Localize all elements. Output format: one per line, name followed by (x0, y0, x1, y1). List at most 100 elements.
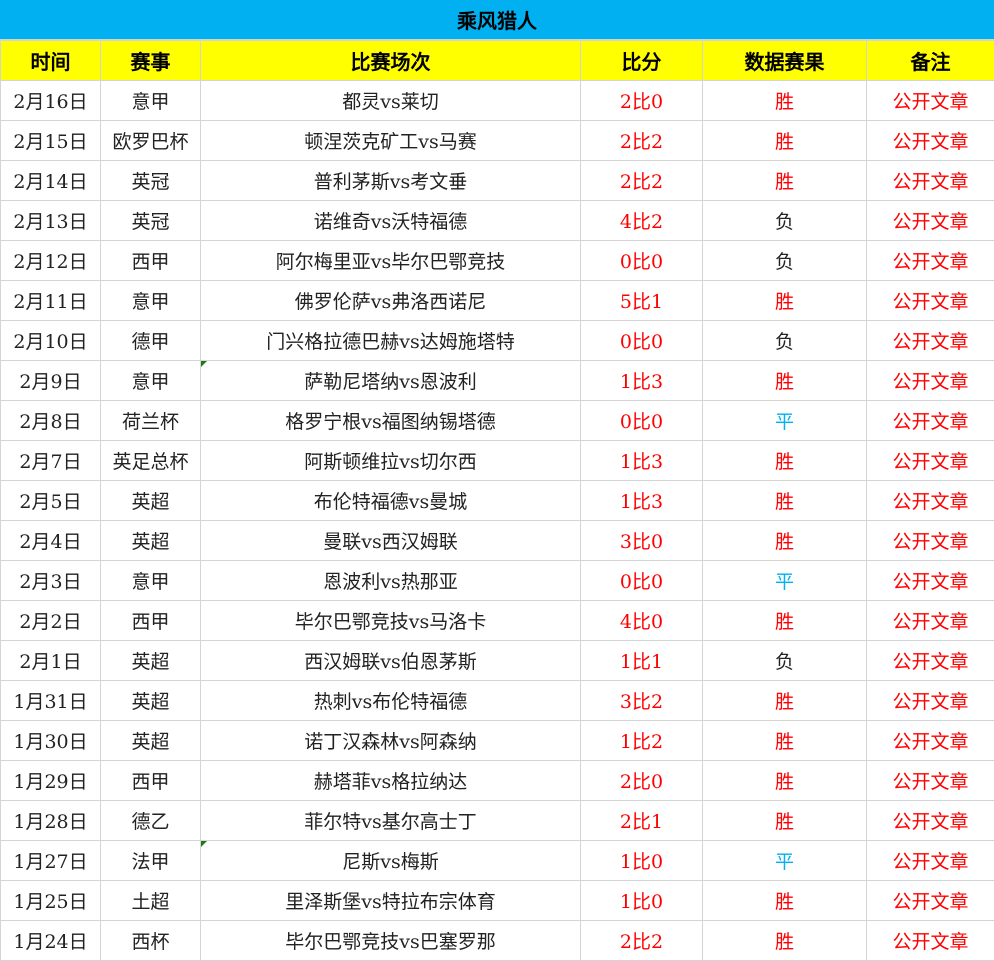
cell-match[interactable]: 尼斯vs梅斯 (200, 840, 581, 881)
cell-result[interactable]: 胜 (702, 360, 867, 401)
cell-note[interactable]: 公开文章 (866, 920, 994, 961)
cell-note[interactable]: 公开文章 (866, 160, 994, 201)
cell-note[interactable]: 公开文章 (866, 800, 994, 841)
cell-result[interactable]: 负 (702, 240, 867, 281)
cell-note[interactable]: 公开文章 (866, 280, 994, 321)
cell-result[interactable]: 胜 (702, 120, 867, 161)
cell-date[interactable]: 2月4日 (0, 520, 101, 561)
cell-score[interactable]: 1比3 (580, 440, 703, 481)
cell-date[interactable]: 2月7日 (0, 440, 101, 481)
cell-score[interactable]: 4比0 (580, 600, 703, 641)
cell-note[interactable]: 公开文章 (866, 360, 994, 401)
cell-date[interactable]: 2月1日 (0, 640, 101, 681)
cell-score[interactable]: 1比1 (580, 640, 703, 681)
cell-result[interactable]: 平 (702, 400, 867, 441)
cell-league[interactable]: 意甲 (100, 560, 201, 601)
cell-match[interactable]: 佛罗伦萨vs弗洛西诺尼 (200, 280, 581, 321)
cell-note[interactable]: 公开文章 (866, 440, 994, 481)
cell-score[interactable]: 2比0 (580, 760, 703, 801)
cell-note[interactable]: 公开文章 (866, 240, 994, 281)
cell-score[interactable]: 5比1 (580, 280, 703, 321)
cell-league[interactable]: 土超 (100, 880, 201, 921)
cell-match[interactable]: 阿斯顿维拉vs切尔西 (200, 440, 581, 481)
cell-result[interactable]: 胜 (702, 920, 867, 961)
cell-league[interactable]: 英冠 (100, 200, 201, 241)
cell-league[interactable]: 意甲 (100, 360, 201, 401)
cell-date[interactable]: 1月30日 (0, 720, 101, 761)
cell-result[interactable]: 胜 (702, 520, 867, 561)
cell-date[interactable]: 1月31日 (0, 680, 101, 721)
cell-note[interactable]: 公开文章 (866, 520, 994, 561)
cell-date[interactable]: 1月25日 (0, 880, 101, 921)
cell-result[interactable]: 胜 (702, 280, 867, 321)
cell-league[interactable]: 西杯 (100, 920, 201, 961)
cell-score[interactable]: 0比0 (580, 240, 703, 281)
cell-league[interactable]: 德乙 (100, 800, 201, 841)
cell-result[interactable]: 胜 (702, 160, 867, 201)
cell-league[interactable]: 荷兰杯 (100, 400, 201, 441)
cell-score[interactable]: 0比0 (580, 560, 703, 601)
cell-note[interactable]: 公开文章 (866, 600, 994, 641)
cell-league[interactable]: 英冠 (100, 160, 201, 201)
cell-date[interactable]: 2月12日 (0, 240, 101, 281)
cell-date[interactable]: 2月9日 (0, 360, 101, 401)
cell-match[interactable]: 毕尔巴鄂竞技vs马洛卡 (200, 600, 581, 641)
cell-result[interactable]: 负 (702, 200, 867, 241)
cell-result[interactable]: 胜 (702, 80, 867, 121)
cell-league[interactable]: 西甲 (100, 240, 201, 281)
cell-match[interactable]: 格罗宁根vs福图纳锡塔德 (200, 400, 581, 441)
cell-date[interactable]: 2月2日 (0, 600, 101, 641)
cell-result[interactable]: 胜 (702, 600, 867, 641)
cell-date[interactable]: 1月27日 (0, 840, 101, 881)
cell-result[interactable]: 平 (702, 560, 867, 601)
cell-note[interactable]: 公开文章 (866, 400, 994, 441)
cell-score[interactable]: 1比3 (580, 480, 703, 521)
cell-match[interactable]: 诺丁汉森林vs阿森纳 (200, 720, 581, 761)
cell-match[interactable]: 毕尔巴鄂竞技vs巴塞罗那 (200, 920, 581, 961)
cell-result[interactable]: 胜 (702, 880, 867, 921)
cell-note[interactable]: 公开文章 (866, 320, 994, 361)
cell-result[interactable]: 胜 (702, 680, 867, 721)
cell-note[interactable]: 公开文章 (866, 680, 994, 721)
cell-match[interactable]: 都灵vs莱切 (200, 80, 581, 121)
cell-match[interactable]: 萨勒尼塔纳vs恩波利 (200, 360, 581, 401)
cell-note[interactable]: 公开文章 (866, 120, 994, 161)
cell-date[interactable]: 1月24日 (0, 920, 101, 961)
cell-score[interactable]: 1比0 (580, 880, 703, 921)
cell-score[interactable]: 2比2 (580, 160, 703, 201)
cell-date[interactable]: 2月15日 (0, 120, 101, 161)
cell-match[interactable]: 赫塔菲vs格拉纳达 (200, 760, 581, 801)
cell-note[interactable]: 公开文章 (866, 760, 994, 801)
cell-result[interactable]: 胜 (702, 480, 867, 521)
cell-match[interactable]: 门兴格拉德巴赫vs达姆施塔特 (200, 320, 581, 361)
cell-match[interactable]: 西汉姆联vs伯恩茅斯 (200, 640, 581, 681)
cell-note[interactable]: 公开文章 (866, 480, 994, 521)
cell-score[interactable]: 4比2 (580, 200, 703, 241)
cell-score[interactable]: 1比0 (580, 840, 703, 881)
cell-league[interactable]: 西甲 (100, 600, 201, 641)
cell-league[interactable]: 德甲 (100, 320, 201, 361)
cell-note[interactable]: 公开文章 (866, 80, 994, 121)
cell-league[interactable]: 意甲 (100, 80, 201, 121)
cell-league[interactable]: 欧罗巴杯 (100, 120, 201, 161)
cell-result[interactable]: 胜 (702, 440, 867, 481)
cell-note[interactable]: 公开文章 (866, 200, 994, 241)
cell-match[interactable]: 曼联vs西汉姆联 (200, 520, 581, 561)
cell-match[interactable]: 阿尔梅里亚vs毕尔巴鄂竞技 (200, 240, 581, 281)
cell-score[interactable]: 0比0 (580, 320, 703, 361)
cell-date[interactable]: 2月3日 (0, 560, 101, 601)
cell-league[interactable]: 英超 (100, 680, 201, 721)
cell-score[interactable]: 2比0 (580, 80, 703, 121)
cell-date[interactable]: 2月16日 (0, 80, 101, 121)
cell-match[interactable]: 诺维奇vs沃特福德 (200, 200, 581, 241)
cell-date[interactable]: 1月28日 (0, 800, 101, 841)
cell-result[interactable]: 负 (702, 640, 867, 681)
cell-result[interactable]: 平 (702, 840, 867, 881)
cell-note[interactable]: 公开文章 (866, 720, 994, 761)
cell-league[interactable]: 意甲 (100, 280, 201, 321)
cell-date[interactable]: 2月14日 (0, 160, 101, 201)
cell-league[interactable]: 英足总杯 (100, 440, 201, 481)
cell-match[interactable]: 恩波利vs热那亚 (200, 560, 581, 601)
cell-result[interactable]: 负 (702, 320, 867, 361)
cell-score[interactable]: 3比0 (580, 520, 703, 561)
